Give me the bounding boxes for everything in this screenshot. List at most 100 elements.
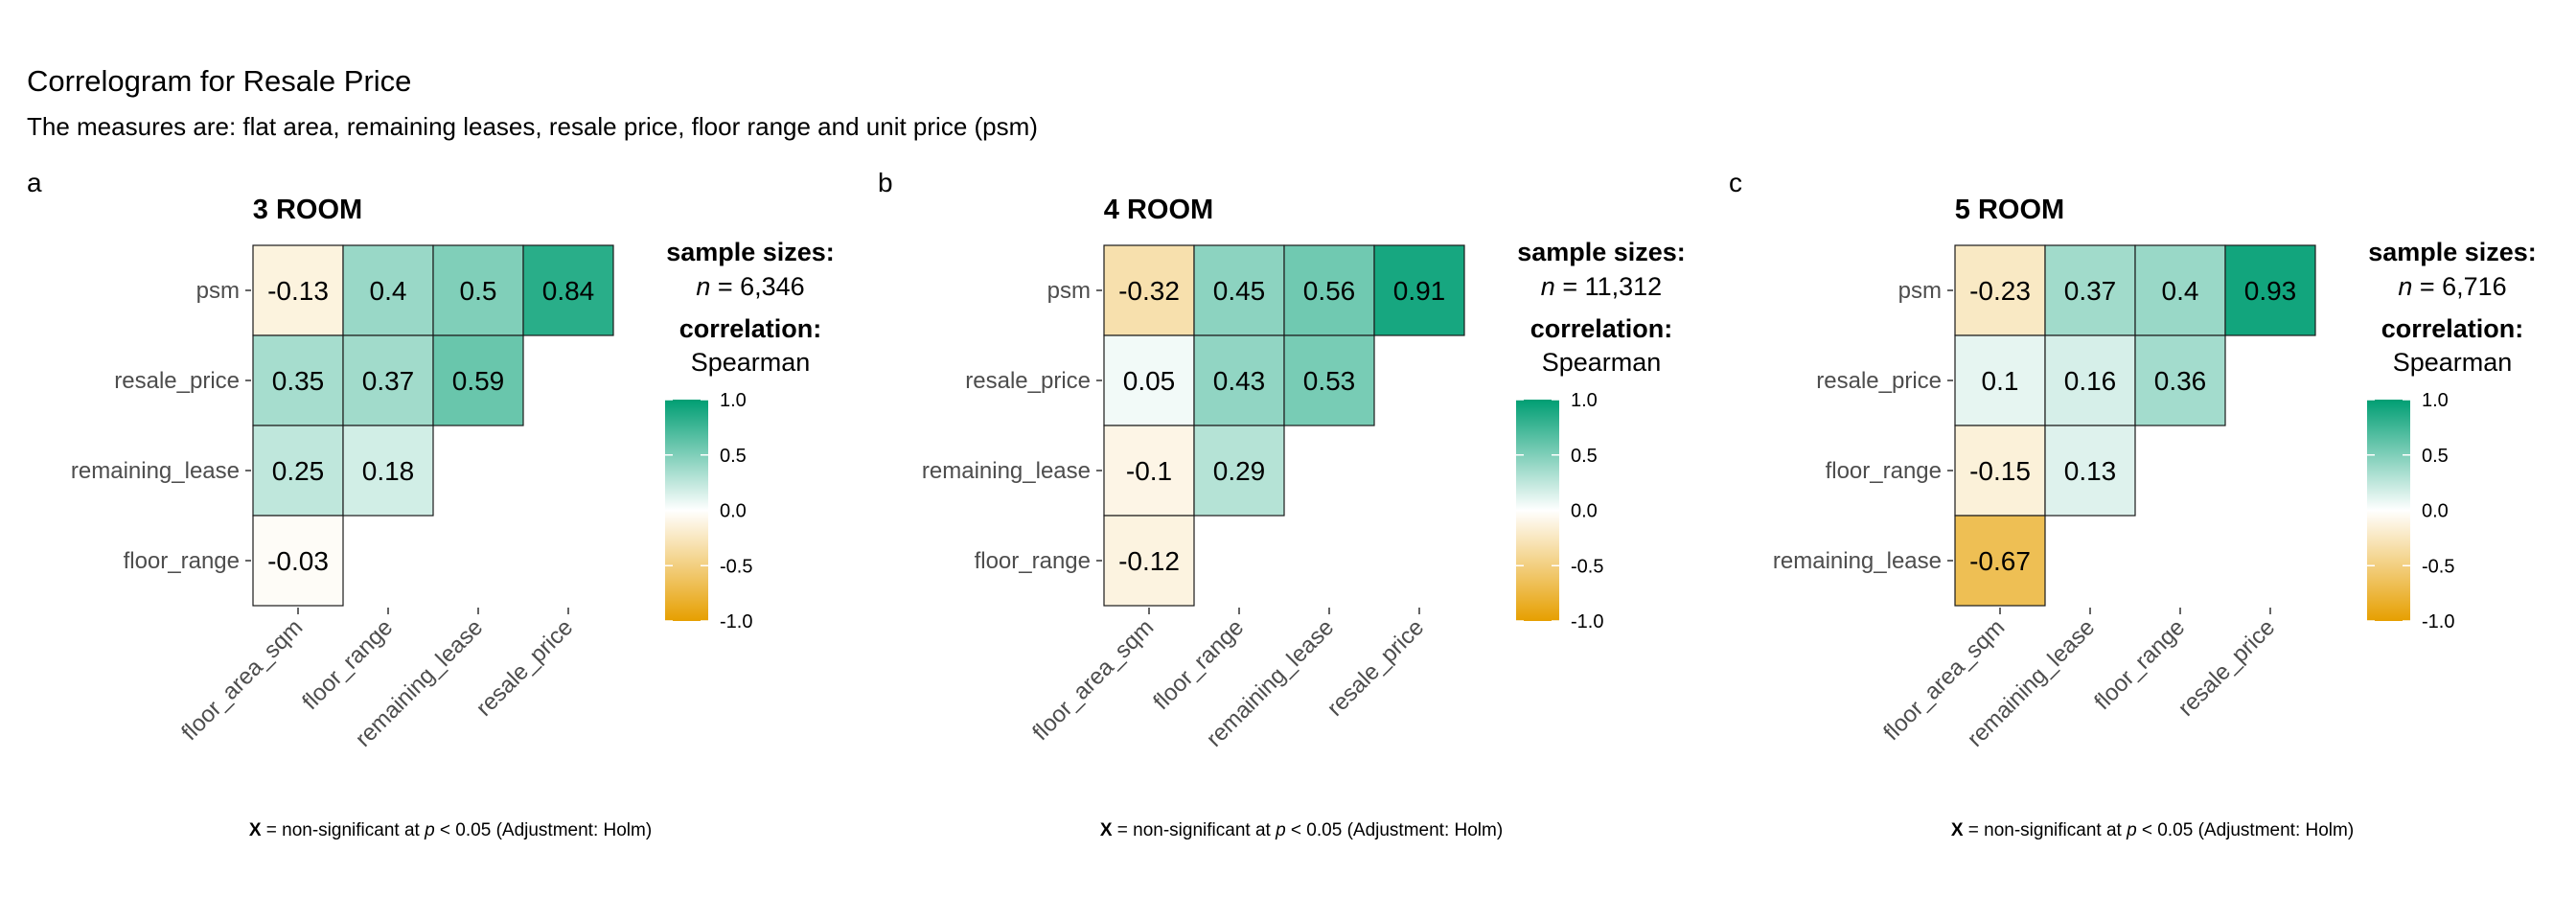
legend-tick-label: -1.0 <box>2422 611 2454 632</box>
corr-value-label: 0.25 <box>272 456 325 486</box>
corr-cell <box>1954 334 2046 426</box>
corr-cell <box>1954 515 2046 607</box>
legend-tick-label: 0.5 <box>2422 446 2449 467</box>
x-axis-label: resale_price <box>1322 614 1430 722</box>
legend-tick-label: 0.0 <box>720 501 747 522</box>
significance-caption: X = non-significant at p < 0.05 (Adjustm… <box>1100 820 1503 840</box>
corr-cell <box>432 244 524 336</box>
x-axis-label: floor_range <box>1148 614 1249 715</box>
corr-cell <box>252 515 344 607</box>
n-symbol: n <box>1541 272 1555 301</box>
legend-tick-label: 1.0 <box>2422 390 2449 411</box>
corr-cell <box>1193 425 1285 517</box>
corr-cell <box>1103 244 1195 336</box>
legend-tick-label: -0.5 <box>2422 556 2454 577</box>
corr-cell <box>1103 425 1195 517</box>
corr-cell <box>1193 244 1285 336</box>
caption-part-before-p: = non-significant at <box>1113 820 1276 840</box>
corr-value-label: -0.1 <box>1126 456 1172 486</box>
correlogram-panel-b: b 4 ROOM -0.32 0.45 0.56 0.91 0.05 0.43 0.53 -0.1… <box>878 168 1686 840</box>
figure-title: Correlogram for Resale Price <box>27 64 411 98</box>
corr-value-label: -0.23 <box>1969 276 2031 306</box>
legend-tick-label: 0.5 <box>1571 446 1598 467</box>
corr-value-label: -0.12 <box>1118 546 1180 576</box>
corr-value-label: -0.15 <box>1969 456 2031 486</box>
correlogram-panel-c: c 5 ROOM -0.23 0.37 0.4 0.93 0.1 0.16 0.36 -0.15 0… <box>1729 168 2537 840</box>
caption-part-after-p: < 0.05 (Adjustment: Holm) <box>435 820 653 840</box>
legend-tick-label: 1.0 <box>720 390 747 411</box>
y-axis-label: floor_range <box>124 548 240 574</box>
figure-subtitle: The measures are: flat area, remaining l… <box>27 112 1038 141</box>
sample-size-text: n = 6,346 <box>696 272 804 301</box>
x-axis-label: floor_range <box>2089 614 2190 715</box>
corr-cell <box>1193 334 1285 426</box>
n-symbol: n <box>696 272 710 301</box>
corr-cell <box>342 244 434 336</box>
y-axis-label: remaining_lease <box>922 458 1091 484</box>
corr-value-label: 0.5 <box>460 276 497 306</box>
corr-cell <box>1103 515 1195 607</box>
corr-value-label: 0.13 <box>2064 456 2117 486</box>
legend-tick-label: 0.0 <box>2422 501 2449 522</box>
x-axis-label: resale_price <box>2174 614 2281 722</box>
caption-part-bold: X <box>1951 820 1964 840</box>
sample-sizes-label: sample sizes: <box>1517 238 1686 266</box>
corr-cell <box>432 334 524 426</box>
corr-value-label: 0.53 <box>1303 366 1356 396</box>
correlation-method: Spearman <box>2393 348 2513 377</box>
corr-value-label: -0.67 <box>1969 546 2031 576</box>
corr-value-label: 0.37 <box>2064 276 2117 306</box>
corr-cell <box>1954 244 2046 336</box>
correlation-method: Spearman <box>691 348 811 377</box>
correlogram-panel-a: a 3 ROOM -0.13 0.4 0.5 0.84 0.35 0.37 0.59 0.25 0.… <box>27 168 835 840</box>
correlation-label: correlation: <box>1530 314 1673 343</box>
panel-tag: a <box>27 168 42 197</box>
x-axis-label: floor_range <box>297 614 398 715</box>
correlation-label: correlation: <box>2381 314 2524 343</box>
y-axis-label: resale_price <box>114 368 240 394</box>
y-axis-label: resale_price <box>965 368 1091 394</box>
caption-part-before-p: = non-significant at <box>1964 820 2128 840</box>
caption-part-before-p: = non-significant at <box>262 820 426 840</box>
legend-tick-label: 1.0 <box>1571 390 1598 411</box>
panel-title: 4 ROOM <box>1104 195 1213 225</box>
x-axis-label: floor_area_sqm <box>176 614 308 746</box>
x-axis-label: floor_area_sqm <box>1027 614 1159 746</box>
y-axis-label: psm <box>1898 278 1942 304</box>
corr-cell <box>2134 244 2226 336</box>
corr-value-label: -0.32 <box>1118 276 1180 306</box>
caption-part-p: p <box>1275 820 1286 840</box>
corr-value-label: 0.35 <box>272 366 325 396</box>
corr-value-label: 0.29 <box>1213 456 1266 486</box>
legend-tick-label: 0.5 <box>720 446 747 467</box>
caption-part-after-p: < 0.05 (Adjustment: Holm) <box>2137 820 2355 840</box>
y-axis-label: floor_range <box>975 548 1091 574</box>
corr-cell <box>252 425 344 517</box>
corr-cell <box>522 244 614 336</box>
caption-part-p: p <box>424 820 435 840</box>
corr-value-label: 0.59 <box>452 366 505 396</box>
corr-cell <box>252 244 344 336</box>
corr-value-label: 0.93 <box>2244 276 2297 306</box>
correlation-method: Spearman <box>1542 348 1662 377</box>
y-axis-label: remaining_lease <box>1773 548 1942 574</box>
corr-cell <box>252 334 344 426</box>
panel-title: 5 ROOM <box>1955 195 2064 225</box>
corr-value-label: 0.45 <box>1213 276 1266 306</box>
corr-value-label: 0.43 <box>1213 366 1266 396</box>
significance-caption: X = non-significant at p < 0.05 (Adjustm… <box>1951 820 2354 840</box>
significance-caption: X = non-significant at p < 0.05 (Adjustm… <box>249 820 652 840</box>
correlation-label: correlation: <box>679 314 822 343</box>
corr-cell <box>1283 244 1375 336</box>
n-value: = 11,312 <box>1555 272 1662 301</box>
caption-part-bold: X <box>1100 820 1113 840</box>
n-value: = 6,346 <box>710 272 804 301</box>
legend-tick-label: -1.0 <box>1571 611 1603 632</box>
corr-cell <box>342 425 434 517</box>
corr-value-label: 0.05 <box>1123 366 1176 396</box>
legend-tick-label: -1.0 <box>720 611 752 632</box>
sample-sizes-label: sample sizes: <box>666 238 835 266</box>
corr-value-label: 0.4 <box>370 276 407 306</box>
n-symbol: n <box>2398 272 2412 301</box>
